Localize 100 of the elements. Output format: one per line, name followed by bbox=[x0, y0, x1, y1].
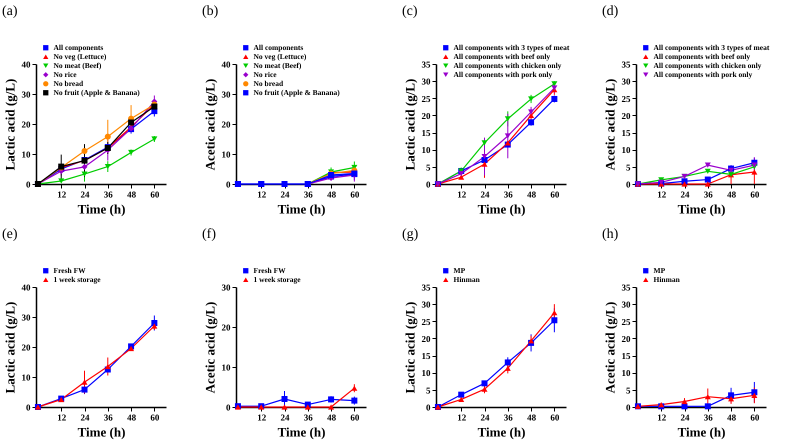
y-axis-title: Lactic acid (g/L) bbox=[402, 78, 418, 170]
y-tick-label: 20 bbox=[222, 120, 231, 130]
y-tick-label: 0 bbox=[426, 180, 431, 190]
y-tick-label: 15 bbox=[622, 351, 631, 362]
y-tick-label: 40 bbox=[222, 60, 231, 70]
y-tick-label: 40 bbox=[22, 282, 31, 292]
x-tick-label: 60 bbox=[750, 190, 760, 200]
y-tick-label: 10 bbox=[222, 150, 231, 160]
x-tick-label: 36 bbox=[304, 412, 314, 422]
y-tick-label: 5 bbox=[626, 162, 631, 172]
y-tick-label: 30 bbox=[222, 90, 231, 100]
x-axis-title: Time (h) bbox=[278, 202, 326, 216]
chart-title: (f) bbox=[202, 227, 216, 242]
y-tick-label: 20 bbox=[622, 110, 631, 121]
x-tick-label: 36 bbox=[104, 190, 114, 200]
x-axis-title: Time (h) bbox=[678, 424, 726, 440]
y-axis-title: Acetic acid (g/L) bbox=[602, 78, 618, 170]
y-tick-label: 10 bbox=[622, 368, 631, 378]
y-tick-label: 0 bbox=[26, 402, 31, 412]
y-axis-title: Acetic acid (g/L) bbox=[202, 302, 218, 394]
x-tick-label: 24 bbox=[680, 412, 690, 422]
x-tick-label: 24 bbox=[80, 412, 90, 422]
y-axis-title: Acetic acid (g/L) bbox=[202, 78, 218, 170]
chart-title: (c) bbox=[402, 4, 418, 19]
y-tick-label: 0 bbox=[626, 180, 631, 190]
y-tick-label: 15 bbox=[622, 128, 631, 138]
y-tick-label: 25 bbox=[622, 316, 631, 327]
x-tick-label: 36 bbox=[104, 412, 114, 422]
x-tick-label: 36 bbox=[304, 190, 314, 200]
y-tick-label: 30 bbox=[422, 76, 431, 87]
x-tick-label: 12 bbox=[457, 190, 467, 200]
y-axis-title: Lactic acid (g/L) bbox=[2, 302, 18, 394]
chart-title: (h) bbox=[602, 227, 619, 242]
y-tick-label: 30 bbox=[22, 312, 31, 322]
chart-title: (a) bbox=[2, 4, 18, 19]
x-tick-label: 36 bbox=[504, 412, 514, 422]
y-tick-label: 25 bbox=[422, 94, 431, 104]
x-tick-label: 24 bbox=[480, 190, 490, 200]
y-tick-label: 15 bbox=[422, 351, 431, 362]
y-tick-label: 30 bbox=[622, 300, 631, 310]
y-tick-label: 10 bbox=[622, 145, 631, 156]
y-tick-label: 10 bbox=[22, 150, 31, 160]
y-tick-label: 20 bbox=[622, 334, 631, 344]
x-tick-label: 24 bbox=[480, 412, 490, 422]
x-tick-label: 24 bbox=[280, 190, 290, 200]
y-tick-label: 30 bbox=[22, 90, 31, 100]
y-tick-label: 30 bbox=[222, 282, 231, 292]
y-tick-label: 0 bbox=[226, 402, 231, 412]
y-tick-label: 35 bbox=[622, 282, 631, 292]
y-tick-label: 5 bbox=[426, 162, 431, 172]
x-tick-label: 12 bbox=[57, 190, 67, 200]
x-tick-label: 60 bbox=[150, 190, 160, 200]
x-tick-label: 12 bbox=[657, 412, 667, 422]
x-tick-label: 36 bbox=[504, 190, 514, 200]
y-tick-label: 20 bbox=[422, 334, 431, 344]
y-tick-label: 20 bbox=[22, 120, 31, 130]
chart-title: (b) bbox=[202, 4, 219, 19]
y-tick-label: 20 bbox=[422, 110, 431, 121]
x-axis-title: Time (h) bbox=[78, 424, 126, 440]
x-tick-label: 60 bbox=[350, 412, 360, 422]
x-tick-label: 60 bbox=[750, 412, 760, 422]
y-tick-label: 10 bbox=[222, 362, 231, 372]
x-tick-label: 12 bbox=[257, 190, 267, 200]
x-tick-label: 48 bbox=[527, 190, 537, 200]
y-axis-title: Lactic acid (g/L) bbox=[2, 78, 18, 170]
y-tick-label: 0 bbox=[26, 180, 31, 190]
y-tick-label: 0 bbox=[226, 180, 231, 190]
y-tick-label: 25 bbox=[422, 316, 431, 327]
x-tick-label: 24 bbox=[680, 190, 690, 200]
x-tick-label: 12 bbox=[257, 412, 267, 422]
x-tick-label: 24 bbox=[80, 190, 90, 200]
x-tick-label: 36 bbox=[704, 190, 714, 200]
x-tick-label: 60 bbox=[150, 412, 160, 422]
y-tick-label: 5 bbox=[626, 385, 631, 396]
y-tick-label: 10 bbox=[422, 145, 431, 156]
x-tick-label: 60 bbox=[550, 190, 560, 200]
x-tick-label: 12 bbox=[657, 190, 667, 200]
y-tick-label: 25 bbox=[622, 94, 631, 104]
y-tick-label: 10 bbox=[22, 372, 31, 382]
x-tick-label: 48 bbox=[727, 412, 737, 422]
x-tick-label: 48 bbox=[527, 412, 537, 422]
chart-title: (g) bbox=[402, 227, 419, 242]
y-tick-label: 30 bbox=[622, 76, 631, 87]
y-tick-label: 0 bbox=[626, 402, 631, 412]
chart-title: (e) bbox=[2, 227, 18, 242]
x-axis-title: Time (h) bbox=[478, 424, 526, 440]
y-axis-title: Acetic acid (g/L) bbox=[602, 302, 618, 394]
y-tick-label: 0 bbox=[426, 402, 431, 412]
y-tick-label: 20 bbox=[222, 322, 231, 332]
x-tick-label: 60 bbox=[350, 190, 360, 200]
x-tick-label: 36 bbox=[704, 412, 714, 422]
x-tick-label: 60 bbox=[550, 412, 560, 422]
y-tick-label: 10 bbox=[422, 368, 431, 378]
x-axis-title: Time (h) bbox=[278, 424, 326, 440]
y-tick-label: 15 bbox=[422, 128, 431, 138]
y-tick-label: 35 bbox=[422, 282, 431, 292]
x-axis-title: Time (h) bbox=[478, 202, 526, 216]
x-tick-label: 48 bbox=[327, 190, 337, 200]
x-tick-label: 24 bbox=[280, 412, 290, 422]
x-tick-label: 48 bbox=[727, 190, 737, 200]
